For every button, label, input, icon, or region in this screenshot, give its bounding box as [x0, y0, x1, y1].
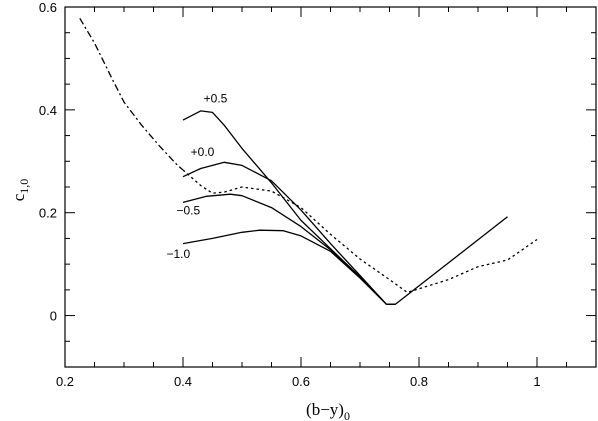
series-line-4: [79, 17, 184, 171]
series-line-0: [182, 110, 508, 305]
x-axis-label-sub: 0: [344, 409, 350, 421]
x-tick-label: 1: [533, 374, 540, 389]
series-line-1: [182, 161, 396, 305]
plot-frame: [64, 6, 597, 368]
x-axis-label-main: (b−y): [306, 400, 344, 419]
series-curves: [79, 17, 538, 305]
series-line-5: [182, 169, 538, 294]
series-line-2: [182, 193, 396, 305]
y-tick-label: 0.4: [39, 103, 57, 118]
tick-labels: 0.2 0.4 0.6 0.8 1 0 0.2 0.4 0.6: [39, 0, 541, 389]
series-label-0: +0.5: [204, 92, 228, 106]
y-axis-label: c1,0: [9, 179, 31, 202]
series-labels: +0.5 +0.0 −0.5 −1.0: [166, 92, 227, 261]
x-axis-label: (b−y)0: [306, 400, 350, 421]
y-tick-label: 0: [50, 309, 57, 324]
x-tick-label: 0.8: [410, 374, 428, 389]
y-axis-label-sub: 1,0: [17, 179, 31, 194]
x-tick-label: 0.2: [56, 374, 74, 389]
y-tick-label: 0.2: [39, 206, 57, 221]
y-axis-label-main: c: [9, 193, 28, 201]
x-tick-label: 0.6: [292, 374, 310, 389]
x-tick-label: 0.4: [174, 374, 192, 389]
series-label-2: −0.5: [177, 203, 201, 217]
y-tick-label: 0.6: [39, 0, 57, 15]
series-label-1: +0.0: [191, 145, 215, 159]
series-line-3: [182, 229, 396, 305]
series-label-3: −1.0: [166, 247, 190, 261]
axis-ticks: [64, 6, 597, 368]
